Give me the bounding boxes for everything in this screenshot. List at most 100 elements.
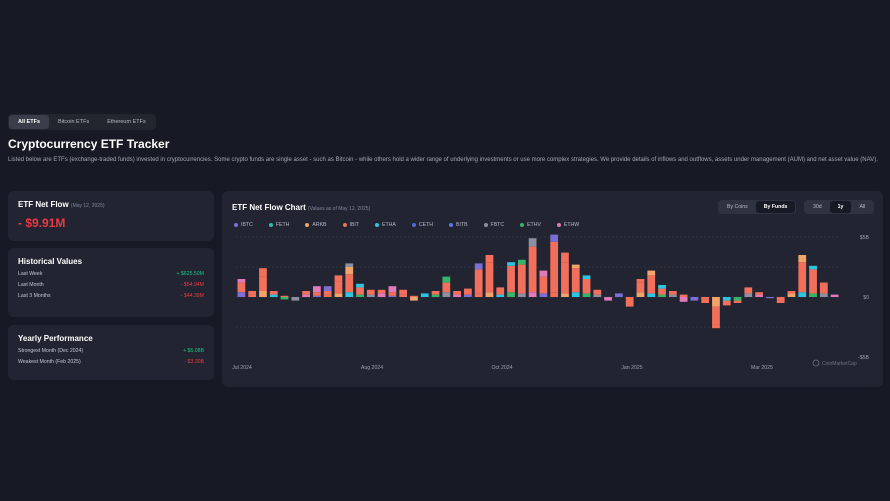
legend-dot <box>411 223 416 227</box>
bar-segment <box>561 252 569 263</box>
bar-segment <box>582 279 591 294</box>
bar-segment <box>744 293 753 297</box>
bar-segment <box>259 268 267 277</box>
legend-item-ethv[interactable]: ETHV <box>520 222 541 228</box>
bar-segment <box>507 265 515 293</box>
hist-row-last-week: Last Week + $625.50M <box>18 271 204 277</box>
bar-segment <box>399 289 408 295</box>
legend-item-ceth[interactable]: CETH <box>411 222 433 228</box>
bar-segment <box>744 287 753 294</box>
bar-segment <box>496 287 505 295</box>
bar-segment <box>679 294 688 297</box>
bar-segment <box>334 293 343 297</box>
bar-segment <box>582 275 591 279</box>
bar-segment <box>388 295 397 297</box>
bar-segment <box>668 291 677 295</box>
hist-row-last-3-months: Last 3 Months - $44.39M <box>18 293 204 299</box>
bar-segment <box>410 295 418 297</box>
bar-segment <box>550 241 559 293</box>
bar-segment <box>431 291 440 295</box>
bar-segment <box>464 288 472 295</box>
bar-segment <box>356 283 364 288</box>
legend-item-bitb[interactable]: BITB <box>449 222 468 228</box>
bar-segment <box>388 286 397 293</box>
bar-segment <box>420 293 429 297</box>
bar-segment <box>658 285 666 289</box>
bar-segment <box>399 294 408 297</box>
historical-title: Historical Values <box>18 257 83 266</box>
legend-label: FBTC <box>490 222 505 228</box>
range-all-button[interactable]: All <box>859 204 866 210</box>
watermark-text: CoinMarketCap <box>822 361 857 367</box>
historical-values-card: Historical Values Last Week + $625.50M L… <box>8 248 214 317</box>
bar-segment <box>604 297 612 301</box>
tab-all-etfs[interactable]: All ETFs <box>9 115 50 129</box>
bar-segment <box>345 292 354 297</box>
legend-dot <box>268 223 273 227</box>
range-1y-button[interactable]: 1y <box>829 201 852 213</box>
bar-segment <box>334 275 343 282</box>
bar-segment <box>798 292 807 297</box>
legend-item-ibtc[interactable]: IBTC <box>234 222 253 228</box>
y-tick-label: $0 <box>863 295 869 301</box>
bar-segment <box>787 291 796 294</box>
bar-segment <box>517 259 526 265</box>
bar-segment <box>755 292 763 295</box>
bar-segment <box>259 291 267 297</box>
bar-segment <box>830 294 839 297</box>
bar-segment <box>517 264 526 294</box>
net-flow-label: ETF Net Flow <box>18 200 69 209</box>
bar-segment <box>237 292 246 297</box>
bar-segment <box>280 295 289 297</box>
legend-item-ibit[interactable]: IBIT <box>342 222 359 228</box>
net-flow-bar-chart: $5B $0 -$5B Jul 2024 Aug 2024 Oct 2024 Jan 202… <box>232 234 870 371</box>
legend-item-feth[interactable]: FETH <box>268 222 289 228</box>
bar-segment <box>593 294 602 297</box>
legend-dot <box>305 223 310 227</box>
bar-segment <box>776 300 785 303</box>
bar-segment <box>819 282 828 294</box>
bar-segment <box>712 297 720 307</box>
by-funds-button[interactable]: By Funds <box>755 201 796 213</box>
bar-segment <box>345 263 354 267</box>
legend-dot <box>556 223 561 227</box>
x-tick-label: Oct 2024 <box>491 365 512 371</box>
bar-segment <box>647 293 656 297</box>
tab-bitcoin-etfs[interactable]: Bitcoin ETFs <box>58 119 90 125</box>
yearly-row-weakest: Weakest Month (Feb 2025) - $3.30B <box>18 359 204 365</box>
legend-item-ethw[interactable]: ETHW <box>556 222 580 228</box>
hist-value: + $625.50M <box>176 271 204 277</box>
x-tick-label: Jan 2025 <box>621 365 642 371</box>
net-flow-date: (May 12, 2025) <box>70 203 105 209</box>
bar-segment <box>550 292 559 297</box>
bar-segment <box>366 294 375 297</box>
range-30d-button[interactable]: 30d <box>813 204 822 210</box>
net-flow-value: - $9.91M <box>18 216 66 230</box>
bar-segment <box>571 268 580 293</box>
bar-segment <box>269 291 278 295</box>
bar-segment <box>528 238 537 247</box>
hist-label: Last Week <box>18 271 43 277</box>
x-tick-label: Jul 2024 <box>232 365 252 371</box>
bar-segment <box>410 297 418 301</box>
legend-item-etha[interactable]: ETHA <box>375 222 396 228</box>
tab-ethereum-etfs[interactable]: Ethereum ETFs <box>107 119 146 125</box>
bar-segment <box>712 324 720 329</box>
bar-segment <box>528 246 537 293</box>
by-coins-button[interactable]: By Coins <box>727 204 748 210</box>
page-description: Listed below are ETFs (exchange-traded f… <box>8 157 878 163</box>
bar-segment <box>571 264 580 269</box>
legend-label: IBTC <box>241 222 253 228</box>
bar-segment <box>701 297 710 300</box>
legend-item-fbtc[interactable]: FBTC <box>483 222 505 228</box>
legend-dot <box>375 223 380 227</box>
yearly-performance-card: Yearly Performance Strongest Month (Dec … <box>8 325 214 380</box>
bar-segment <box>323 286 332 291</box>
legend-dot <box>449 223 453 227</box>
legend-item-arkb[interactable]: ARKB <box>305 222 327 228</box>
bar-segment <box>690 297 699 301</box>
bar-segment <box>571 292 580 297</box>
bar-segment <box>668 294 677 297</box>
legend-label: ETHW <box>563 222 580 228</box>
bar-segment <box>615 293 623 297</box>
